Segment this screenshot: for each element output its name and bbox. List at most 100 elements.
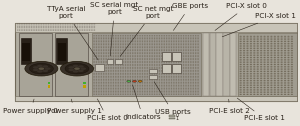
Circle shape bbox=[274, 50, 276, 51]
Circle shape bbox=[108, 50, 109, 51]
Circle shape bbox=[193, 79, 194, 80]
Circle shape bbox=[134, 73, 136, 74]
Circle shape bbox=[118, 53, 119, 54]
Circle shape bbox=[188, 67, 189, 68]
Circle shape bbox=[243, 59, 245, 60]
Circle shape bbox=[96, 88, 97, 89]
Circle shape bbox=[239, 71, 242, 72]
Circle shape bbox=[239, 57, 242, 58]
Circle shape bbox=[161, 77, 163, 78]
Circle shape bbox=[274, 64, 276, 65]
Bar bbox=[169, 118, 175, 119]
Circle shape bbox=[144, 61, 146, 62]
Circle shape bbox=[284, 39, 286, 40]
Circle shape bbox=[161, 49, 163, 50]
Circle shape bbox=[263, 85, 266, 86]
Circle shape bbox=[188, 65, 189, 66]
Circle shape bbox=[120, 85, 122, 86]
Circle shape bbox=[21, 23, 22, 24]
Circle shape bbox=[270, 73, 272, 74]
Circle shape bbox=[284, 78, 286, 79]
Circle shape bbox=[166, 50, 167, 51]
Circle shape bbox=[185, 62, 187, 63]
Circle shape bbox=[267, 73, 269, 74]
Circle shape bbox=[130, 50, 131, 51]
Circle shape bbox=[98, 74, 100, 75]
Circle shape bbox=[176, 52, 177, 53]
Circle shape bbox=[21, 26, 22, 27]
Circle shape bbox=[173, 64, 175, 65]
Circle shape bbox=[183, 35, 184, 36]
Circle shape bbox=[98, 94, 100, 95]
Bar bbox=[21, 38, 32, 64]
Circle shape bbox=[188, 76, 189, 77]
Circle shape bbox=[243, 48, 245, 49]
Circle shape bbox=[159, 59, 160, 60]
Circle shape bbox=[287, 89, 290, 90]
Circle shape bbox=[134, 53, 136, 54]
Circle shape bbox=[127, 88, 129, 89]
Circle shape bbox=[185, 38, 187, 39]
Circle shape bbox=[166, 70, 167, 71]
Circle shape bbox=[149, 88, 151, 89]
Circle shape bbox=[270, 85, 272, 86]
Circle shape bbox=[122, 94, 124, 95]
Circle shape bbox=[284, 66, 286, 67]
Circle shape bbox=[137, 38, 138, 39]
Circle shape bbox=[183, 58, 184, 59]
Circle shape bbox=[151, 55, 153, 56]
Circle shape bbox=[193, 71, 194, 72]
Circle shape bbox=[239, 46, 242, 47]
Circle shape bbox=[176, 44, 177, 45]
Circle shape bbox=[33, 23, 34, 24]
Circle shape bbox=[115, 41, 117, 42]
Circle shape bbox=[280, 92, 283, 93]
Circle shape bbox=[125, 77, 126, 78]
Circle shape bbox=[171, 61, 172, 62]
Circle shape bbox=[29, 63, 53, 74]
Circle shape bbox=[180, 44, 182, 45]
Circle shape bbox=[171, 88, 172, 89]
Circle shape bbox=[253, 75, 256, 76]
Circle shape bbox=[134, 59, 136, 60]
Circle shape bbox=[161, 88, 163, 89]
Circle shape bbox=[195, 77, 196, 78]
Circle shape bbox=[284, 45, 286, 46]
Circle shape bbox=[274, 52, 276, 53]
Circle shape bbox=[178, 91, 179, 92]
Circle shape bbox=[263, 60, 266, 61]
Circle shape bbox=[246, 85, 249, 86]
Circle shape bbox=[188, 53, 189, 54]
Circle shape bbox=[120, 94, 122, 95]
Circle shape bbox=[291, 75, 293, 76]
Circle shape bbox=[125, 91, 126, 92]
Circle shape bbox=[112, 71, 114, 72]
Circle shape bbox=[164, 44, 165, 45]
Circle shape bbox=[100, 58, 102, 59]
Circle shape bbox=[195, 71, 196, 72]
Circle shape bbox=[93, 88, 95, 89]
Circle shape bbox=[144, 88, 146, 89]
Circle shape bbox=[197, 85, 199, 86]
Circle shape bbox=[256, 90, 259, 91]
Circle shape bbox=[243, 73, 245, 74]
Circle shape bbox=[112, 94, 114, 95]
Circle shape bbox=[284, 60, 286, 61]
Circle shape bbox=[146, 58, 148, 59]
Circle shape bbox=[137, 91, 138, 92]
Circle shape bbox=[250, 78, 252, 79]
Circle shape bbox=[120, 65, 122, 66]
Circle shape bbox=[144, 68, 146, 69]
Circle shape bbox=[105, 56, 107, 57]
Circle shape bbox=[168, 74, 170, 75]
Circle shape bbox=[246, 69, 249, 70]
Circle shape bbox=[79, 23, 80, 24]
Circle shape bbox=[144, 55, 146, 56]
Circle shape bbox=[270, 87, 272, 88]
Circle shape bbox=[125, 41, 126, 42]
Circle shape bbox=[284, 83, 286, 84]
Circle shape bbox=[130, 73, 131, 74]
Circle shape bbox=[246, 38, 249, 39]
Circle shape bbox=[287, 53, 290, 54]
Circle shape bbox=[171, 94, 172, 95]
